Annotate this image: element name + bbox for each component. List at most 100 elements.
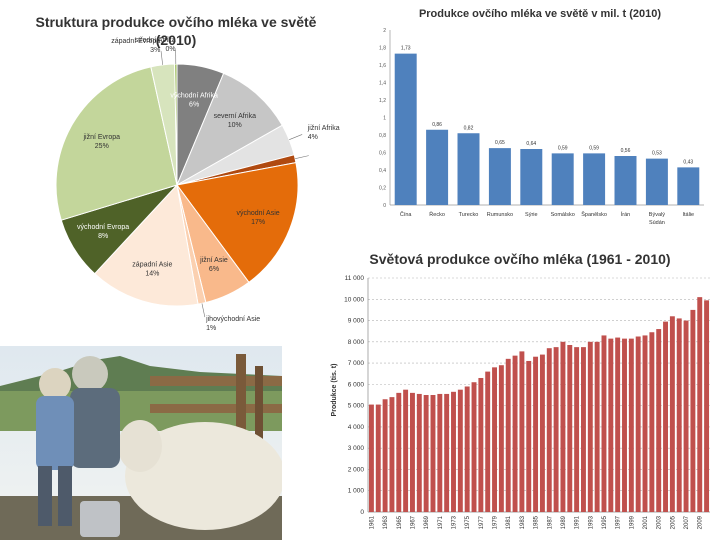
bar-value-label: 0,59	[589, 145, 599, 151]
bar	[567, 345, 573, 512]
bar-value-label: 0,43	[683, 159, 693, 165]
pie-chart: Struktura produkce ovčího mléka ve světě…	[36, 14, 340, 330]
x-tick-label: 1987	[547, 515, 553, 529]
country-bar-chart-axis: 0 0,2 0,4 0,6 0,8 1 1,2 1,4 1,6 1,8 2 Čína Řecko Ture…	[379, 28, 704, 226]
country-bar-chart-title: Produkce ovčího mléka ve světě v mil. t …	[419, 8, 661, 20]
bar	[519, 351, 525, 512]
y-tick-label: 2	[383, 28, 386, 34]
x-tick-label: 1967	[410, 515, 416, 529]
bar	[615, 337, 621, 512]
x-tick-label: Řecko	[429, 210, 445, 218]
pie-slice-label: severní Afrika	[214, 113, 257, 120]
pie-slices	[55, 63, 299, 307]
y-tick-label: 0,8	[379, 133, 386, 139]
pie-slice-percent: 6%	[209, 266, 219, 273]
bar	[551, 153, 574, 205]
bar	[492, 367, 498, 512]
y-tick-label: 1,8	[379, 46, 386, 52]
bar	[394, 53, 417, 205]
x-tick-label: Rumunsko	[487, 212, 513, 218]
pie-subtitle: (2010)	[156, 32, 196, 48]
y-tick-label: 1,6	[379, 63, 386, 69]
x-tick-label: 1991	[575, 515, 581, 529]
bar	[676, 318, 682, 512]
x-tick-label: Somálsko	[551, 212, 575, 218]
y-tick-label: 0,2	[379, 186, 386, 192]
x-tick-label: 1983	[520, 515, 526, 529]
bar	[409, 392, 415, 512]
x-tick-label: 1999	[629, 515, 635, 529]
x-tick-label: 1975	[465, 515, 471, 529]
bar-value-label: 0,82	[464, 125, 474, 131]
bar	[574, 347, 580, 512]
bar	[601, 335, 607, 512]
bar	[553, 347, 559, 512]
y-tick-label: 0,4	[379, 168, 386, 174]
y-tick-label: 3 000	[348, 445, 365, 452]
bar	[649, 332, 655, 512]
x-tick-label: Čína	[400, 211, 413, 218]
pie-slice-label: jihovýchodní Asie	[205, 316, 260, 323]
pie-slice	[55, 66, 178, 221]
world-production-ylabel: Produkce (tis. t)	[331, 364, 338, 417]
bar	[382, 399, 388, 512]
x-tick-label: Súdán	[649, 220, 665, 226]
x-tick-label: 1989	[561, 515, 567, 529]
x-tick-label: 1973	[452, 515, 458, 529]
bar	[704, 300, 710, 512]
y-tick-label: 1	[383, 116, 386, 122]
bar	[645, 158, 668, 205]
bar	[478, 377, 484, 512]
x-tick-label: 1965	[397, 515, 403, 529]
y-tick-label: 0	[383, 203, 386, 209]
pie-slice-label: západní Evropa	[111, 38, 160, 45]
y-tick-label: 11 000	[345, 275, 365, 282]
y-tick-label: 4 000	[348, 424, 365, 431]
pie-leader-line	[160, 50, 163, 65]
bar	[608, 338, 614, 512]
pie-slice-percent: 1%	[206, 325, 216, 330]
x-tick-label: 1961	[369, 515, 375, 529]
pie-slice-label: jižní Evropa	[83, 134, 121, 141]
bar	[656, 329, 662, 512]
pie-slice-percent: 8%	[98, 233, 108, 240]
pie-slice-percent: 4%	[308, 134, 318, 141]
bar	[375, 404, 381, 512]
pie-slice-percent: 10%	[228, 122, 242, 129]
bar	[430, 395, 436, 512]
x-tick-label: Itálie	[682, 212, 694, 218]
bar	[546, 348, 552, 512]
country-bar-chart-bars: 1,73 0,86 0,82 0,65 0,64 0,59 0,59 0,56 0,53 0,43	[394, 46, 700, 205]
x-tick-label: 2001	[643, 515, 649, 529]
pie-labels: východní Afrika 6% severní Afrika 10% jižní …	[77, 37, 340, 330]
bar	[697, 297, 703, 512]
x-tick-label: Írán	[621, 211, 630, 218]
y-tick-label: 2 000	[348, 466, 365, 473]
x-tick-label: 2003	[657, 515, 663, 529]
bar	[426, 129, 449, 205]
bar	[403, 389, 409, 512]
bar	[539, 354, 545, 512]
x-tick-label: 1979	[493, 515, 499, 529]
bar	[396, 392, 402, 512]
bar	[464, 386, 470, 512]
y-tick-label: 1,2	[379, 98, 386, 104]
bar	[451, 391, 456, 512]
x-tick-label: Sýrie	[525, 212, 538, 218]
bar	[389, 397, 395, 512]
bar	[587, 341, 593, 512]
bar	[683, 320, 689, 512]
bar	[437, 393, 443, 512]
x-tick-label: 1995	[602, 515, 608, 529]
x-tick-label: 1993	[588, 515, 594, 529]
pie-slice-percent: 0%	[165, 46, 175, 53]
bar	[457, 389, 463, 512]
pie-slice-label: západní Asie	[132, 262, 172, 269]
bar	[642, 335, 648, 512]
x-tick-label: 1971	[438, 515, 444, 529]
pie-slice-label: východní Asie	[236, 210, 279, 217]
y-tick-label: 1 000	[348, 488, 365, 495]
bar	[533, 356, 539, 512]
y-tick-label: 6 000	[348, 381, 365, 388]
pie-slice-label: východní Afrika	[170, 93, 218, 100]
